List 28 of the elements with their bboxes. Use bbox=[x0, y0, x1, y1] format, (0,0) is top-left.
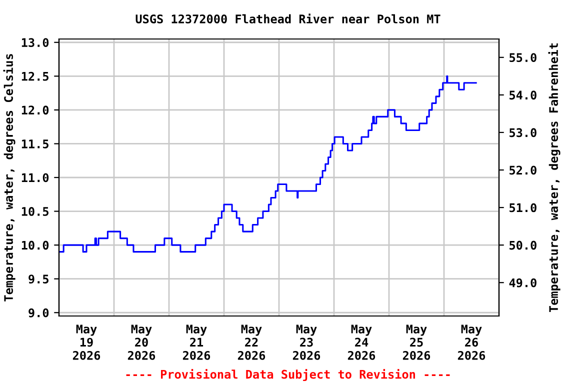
x-tick-label: May 24 2026 bbox=[348, 324, 376, 360]
x-tick-label: May 21 2026 bbox=[182, 324, 210, 360]
x-tick-label: May 22 2026 bbox=[238, 324, 266, 360]
y-tick-label: 10.0 bbox=[22, 240, 49, 250]
x-tick-label: May 23 2026 bbox=[292, 324, 320, 360]
x-tick-label: May 19 2026 bbox=[72, 324, 100, 360]
chart-title: USGS 12372000 Flathead River near Polson MT bbox=[136, 14, 440, 24]
y-tick-label: 11.5 bbox=[22, 140, 48, 148]
y2-tick-label: 51.0 bbox=[510, 203, 536, 212]
y2-tick-label: 54.0 bbox=[510, 90, 536, 100]
y-tick-label: 12.5 bbox=[22, 72, 48, 81]
y-tick-label: 12.0 bbox=[22, 106, 49, 115]
x-tick-label: May 20 2026 bbox=[128, 324, 156, 360]
x-tick-label: May 25 2026 bbox=[402, 324, 430, 360]
y2-tick-label: 55.0 bbox=[510, 53, 536, 62]
y2-tick-label: 49.0 bbox=[509, 278, 536, 288]
y2-tick-label: 52.0 bbox=[510, 166, 536, 175]
y2-tick-label: 53.0 bbox=[510, 128, 536, 138]
y-tick-label: 11.0 bbox=[22, 173, 49, 182]
text: ---- Provisional Data Subject to Revision ---- bbox=[126, 368, 450, 382]
y2-tick-label: 50.0 bbox=[510, 240, 536, 250]
y-tick-label: 10.5 bbox=[22, 207, 48, 216]
x-tick-label: May 26 2026 bbox=[458, 324, 486, 360]
y-tick-label: 13.0 bbox=[22, 38, 49, 48]
y2-axis-title: Temperature, water, degrees Fahrenheit bbox=[548, 43, 560, 312]
y-tick-label: 9.5 bbox=[28, 274, 48, 284]
y-tick-label: 9.0 bbox=[28, 308, 49, 318]
y-axis-title: Temperature, water, degrees Celsius bbox=[3, 54, 16, 302]
